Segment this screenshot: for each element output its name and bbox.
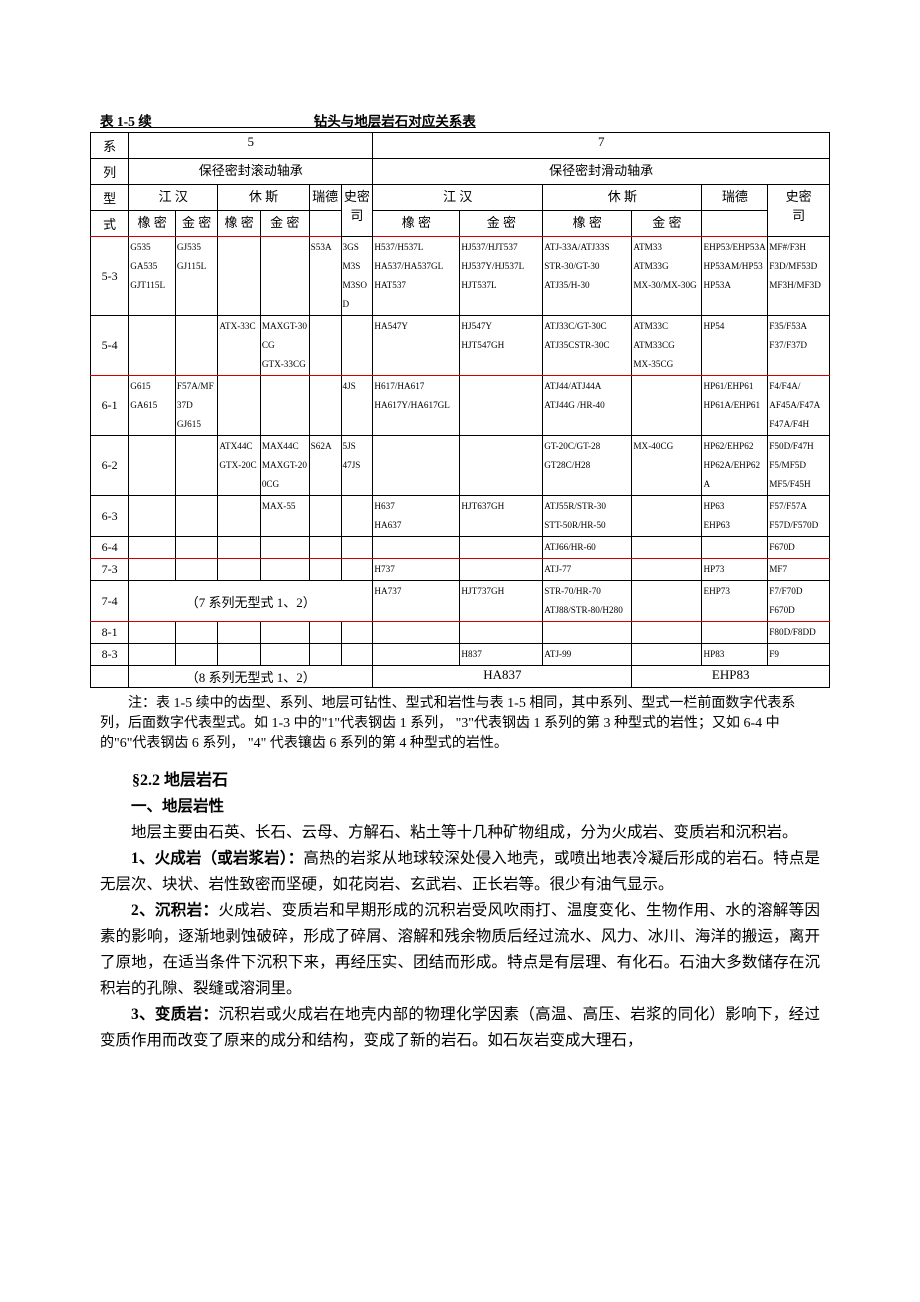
brand-jh-7: 江 汉	[373, 185, 543, 211]
brand-rd-5: 瑞德	[309, 185, 341, 211]
sub-xm-5a: 橡 密	[129, 211, 176, 237]
series5-label: 保径密封滚动轴承	[129, 159, 373, 185]
para-sedimentary: 2、沉积岩：火成岩、变质岩和早期形成的沉积岩受风吹雨打、温度变化、生物作用、水的…	[100, 898, 820, 1002]
series7-label: 保径密封滑动轴承	[373, 159, 830, 185]
table-note: 注：表 1-5 续中的齿型、系列、地层可钻性、型式和岩性与表 1-5 相同，其中…	[100, 694, 820, 754]
hdr-xing: 型	[91, 185, 129, 211]
table-row: 5-3G535GA535GJT115LGJ535GJ115LS53A3GSM3S…	[91, 237, 830, 316]
table-row: 8-3H837ATJ-99HP83F9	[91, 644, 830, 666]
main-table: 系 5 7 列 保径密封滚动轴承 保径密封滑动轴承 型 江 汉 休 斯 瑞德 史…	[90, 132, 830, 688]
hdr-shi: 式	[91, 211, 129, 237]
brand-xs-5: 休 斯	[218, 185, 309, 211]
table-row: 6-1G615GA615F57A/MF37DGJ6154JSH617/HA617…	[91, 376, 830, 436]
sub-xm-7a: 橡 密	[373, 211, 460, 237]
hdr-lie: 列	[91, 159, 129, 185]
table-row: 6-4ATJ66/HR-60F670D	[91, 537, 830, 559]
sub-xm-5b: 橡 密	[218, 211, 260, 237]
sub1-title: 一、地层岩性	[100, 794, 820, 820]
brand-jh-5: 江 汉	[129, 185, 218, 211]
sub-jm-5a: 金 密	[175, 211, 217, 237]
brand-sm-5: 史密司	[341, 185, 373, 237]
para-igneous: 1、火成岩（或岩浆岩）：高热的岩浆从地球较深处侵入地壳，或喷出地表冷凝后形成的岩…	[100, 846, 820, 898]
footer-ehp83: EHP83	[632, 666, 830, 688]
brand-sm-7: 史密司	[768, 185, 830, 237]
table-row: 6-2ATX44CGTX-20CMAX44CMAXGT-200CGS62A5JS…	[91, 436, 830, 496]
para-metamorphic: 3、变质岩：沉积岩或火成岩在地壳内部的物理化学因素（高温、高压、岩浆的同化）影响…	[100, 1002, 820, 1054]
sub-xm-7b: 橡 密	[543, 211, 632, 237]
hdr-xi: 系	[91, 133, 129, 159]
sub-jm-7b: 金 密	[632, 211, 702, 237]
para-intro: 地层主要由石英、长石、云母、方解石、粘土等十几种矿物组成，分为火成岩、变质岩和沉…	[100, 820, 820, 846]
footer-ha837: HA837	[373, 666, 632, 688]
col-group-7: 7	[373, 133, 830, 159]
table-row: 8-1F80D/F8DD	[91, 622, 830, 644]
table-row: 7-3H737ATJ-77HP73MF7	[91, 559, 830, 581]
brand-xs-7: 休 斯	[543, 185, 702, 211]
col-group-5: 5	[129, 133, 373, 159]
sub-jm-5b: 金 密	[260, 211, 309, 237]
brand-rd-7: 瑞德	[702, 185, 768, 211]
table-row: 7-4（7 系列无型式 1、2）HA737HJT737GHSTR-70/HR-7…	[91, 581, 830, 622]
table-caption: 表 1-5 续 钻头与地层岩石对应关系表	[100, 110, 820, 130]
footer-8-note: （8 系列无型式 1、2）	[129, 666, 373, 688]
table-row: 5-4ATX-33CMAXGT-30CGGTX-33CGHA547YHJ547Y…	[91, 316, 830, 376]
section-title: §2.2 地层岩石	[100, 768, 820, 794]
table-row: 6-3MAX-55H637HA637HJT637GHATJ55R/STR-30S…	[91, 496, 830, 537]
sub-jm-7a: 金 密	[460, 211, 543, 237]
